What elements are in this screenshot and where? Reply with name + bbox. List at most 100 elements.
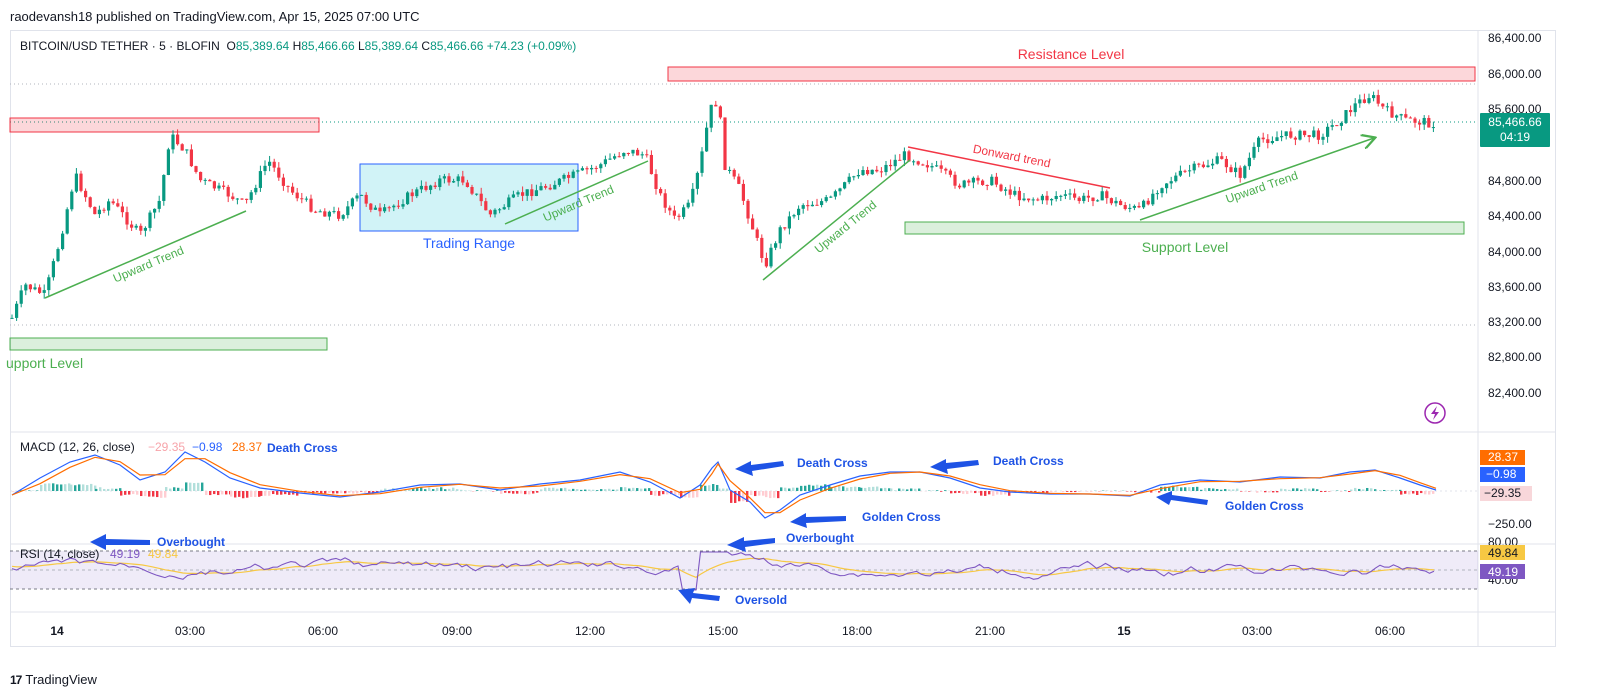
macd-histogram-bar	[716, 484, 719, 491]
candle-body	[516, 192, 520, 195]
trading-range-box[interactable]	[359, 163, 579, 232]
macd-histogram-bar	[82, 484, 85, 491]
candle-body	[916, 161, 920, 165]
candle-body	[1174, 175, 1178, 182]
candlestick-series[interactable]	[10, 89, 1435, 321]
upward-trend-line-1[interactable]	[44, 210, 247, 299]
macd-signal-line[interactable]	[11, 456, 1437, 514]
macd-histogram-bar	[876, 486, 879, 491]
rsi-line[interactable]	[11, 551, 1435, 591]
macd-histogram-bar	[680, 491, 683, 498]
resistance-zone[interactable]	[667, 66, 1476, 82]
candle-body	[617, 156, 621, 158]
candle-body	[1137, 205, 1141, 208]
macd-histogram-bar	[1086, 491, 1089, 492]
macd-histogram-bar	[120, 491, 123, 496]
macd-histogram-bar	[344, 491, 347, 494]
macd-histogram[interactable]	[12, 482, 1435, 503]
price-axis[interactable]: 86,400.00 86,000.00 85,600.00 84,800.00 84,4…	[1488, 31, 1542, 400]
time-axis[interactable]: 14 03:00 06:00 09:00 12:00 15:00 18:00 21:00 15 0…	[50, 624, 1405, 638]
macd-histogram-bar	[124, 491, 127, 495]
candle-body	[1413, 118, 1417, 123]
macd-histogram-bar	[1316, 489, 1319, 491]
candle-body	[599, 164, 603, 169]
candle-body	[613, 156, 617, 159]
candle-body	[1418, 122, 1422, 125]
candle-body	[42, 290, 46, 293]
candle-body	[1252, 146, 1256, 158]
macd-histogram-bar	[384, 488, 387, 491]
price-axis-label: 86,000.00	[1488, 67, 1542, 81]
candle-body	[576, 170, 580, 172]
candle-body	[1151, 193, 1155, 205]
price-axis-label: 82,800.00	[1488, 350, 1542, 364]
tradingview-logo[interactable]: 17 TradingView	[10, 672, 97, 687]
macd-line[interactable]	[11, 451, 1437, 519]
macd-histogram-bar	[858, 487, 861, 491]
upward-trend-line-4[interactable]	[1139, 138, 1374, 221]
macd-histogram-bar	[225, 491, 228, 495]
candle-body	[47, 277, 51, 291]
candle-body	[166, 149, 170, 175]
candle-body	[884, 164, 888, 173]
candle-body	[534, 190, 538, 197]
candle-body	[622, 153, 626, 157]
upward-trend-line-3[interactable]	[762, 159, 911, 281]
candle-body	[649, 154, 653, 175]
macd-histogram-bar	[596, 490, 599, 491]
macd-histogram-bar	[144, 491, 147, 497]
macd-histogram-bar	[238, 491, 241, 497]
candle-body	[1312, 130, 1316, 137]
indicator-annotations: Overbought Overbought Oversold Death Cro…	[90, 441, 1304, 607]
macd-histogram-bar	[608, 488, 611, 491]
candle-body	[208, 179, 212, 182]
candle-body	[475, 193, 479, 195]
candle-body	[1234, 167, 1238, 173]
macd-histogram-bar	[368, 491, 371, 494]
macd-histogram-bar	[234, 491, 237, 498]
price-axis-label: 86,400.00	[1488, 31, 1542, 45]
candle-body	[1197, 163, 1201, 165]
support-zone-right[interactable]	[904, 221, 1465, 235]
macd-histogram-bar	[320, 491, 323, 494]
macd-histogram-bar	[1370, 488, 1373, 491]
candle-body	[1114, 200, 1118, 204]
macd-histogram-bar	[52, 483, 55, 491]
macd-histogram-bar	[1276, 491, 1279, 493]
macd-histogram-bar	[588, 489, 591, 491]
macd-histogram-bar	[765, 491, 768, 498]
candle-body	[1096, 200, 1100, 202]
candle-body	[580, 168, 584, 171]
candle-body	[985, 184, 989, 186]
support-zone-left[interactable]	[9, 337, 328, 351]
candle-body	[1330, 125, 1334, 127]
lightning-icon[interactable]	[1424, 402, 1446, 424]
candle-body	[866, 170, 870, 175]
resistance-label: Resistance Level	[1018, 46, 1125, 62]
candle-body	[769, 247, 773, 267]
time-axis-label: 03:00	[1242, 624, 1272, 638]
macd-histogram-bar	[1050, 491, 1053, 493]
candle-body	[1344, 110, 1348, 123]
last-price-value: 85,466.66	[1488, 115, 1542, 129]
candle-body	[1280, 135, 1284, 138]
macd-histogram-bar	[936, 490, 939, 491]
macd-histogram-bar	[648, 488, 651, 491]
candle-body	[1321, 136, 1325, 140]
candle-body	[1261, 137, 1265, 140]
macd-histogram-bar	[692, 491, 695, 498]
candle-body	[1422, 117, 1426, 125]
macd-histogram-bar	[666, 491, 669, 495]
candle-body	[1349, 110, 1353, 113]
resistance-zone-left[interactable]	[9, 117, 320, 133]
upward-trend-line-2[interactable]	[504, 160, 649, 225]
macd-histogram-bar	[1348, 491, 1351, 493]
symbol-legend[interactable]: BITCOIN/USD TETHER · 5 · BLOFIN O85,389.…	[20, 39, 577, 53]
downward-trend-line[interactable]	[907, 146, 1111, 189]
candle-body	[484, 201, 488, 211]
candle-body	[268, 161, 272, 166]
macd-line-badge-text: −0.98	[1486, 467, 1517, 481]
price-axis-label: 82,400.00	[1488, 386, 1542, 400]
macd-histogram-bar	[722, 488, 725, 491]
